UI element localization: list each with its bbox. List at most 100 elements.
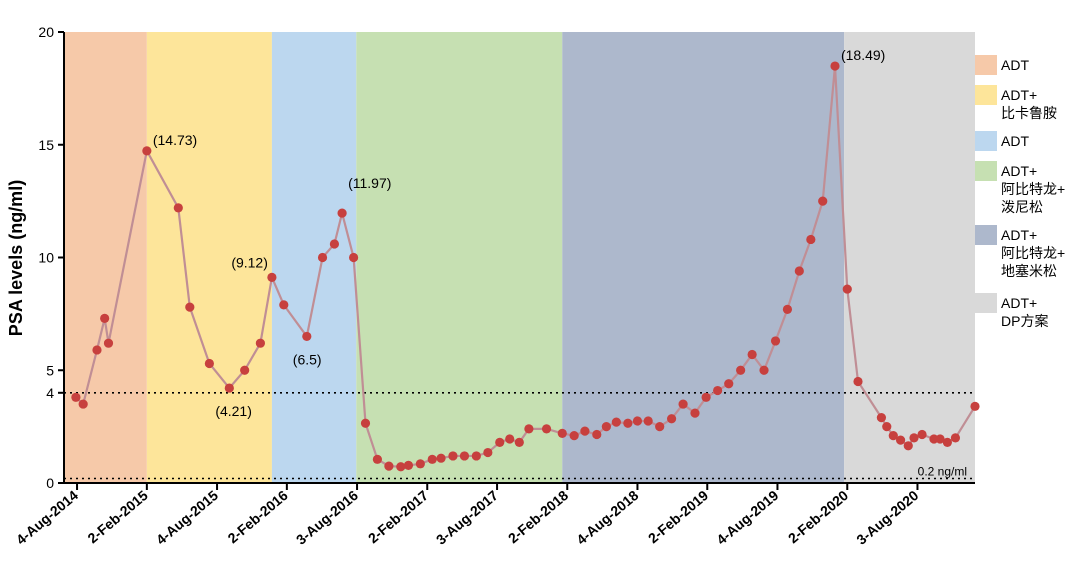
psa-point bbox=[909, 433, 919, 443]
psa-point bbox=[655, 422, 665, 432]
y-tick-label: 4 bbox=[46, 385, 54, 401]
value-annotation: (14.73) bbox=[153, 132, 197, 148]
psa-point bbox=[483, 447, 493, 458]
psa-point bbox=[818, 196, 828, 206]
psa-point bbox=[541, 424, 552, 434]
psa-point bbox=[415, 459, 425, 469]
psa-point bbox=[611, 417, 621, 427]
psa-point bbox=[448, 451, 458, 461]
y-axis-title: PSA levels (ng/ml) bbox=[6, 180, 26, 336]
psa-point bbox=[888, 431, 898, 441]
psa-point bbox=[580, 426, 590, 436]
legend-swatch-4 bbox=[975, 161, 997, 181]
value-annotation: (11.97) bbox=[348, 175, 391, 191]
x-tick-label: 2-Feb-2018 bbox=[505, 487, 571, 546]
legend-swatch-1 bbox=[975, 55, 997, 75]
psa-point bbox=[830, 61, 840, 71]
psa-point bbox=[396, 462, 406, 472]
psa-point bbox=[876, 413, 887, 423]
psa-point bbox=[384, 461, 394, 471]
psa-point bbox=[895, 435, 906, 445]
psa-point bbox=[747, 349, 757, 360]
phase-band-5 bbox=[562, 32, 845, 483]
psa-point bbox=[267, 272, 277, 282]
legend-label: ADT+ bbox=[1001, 295, 1037, 311]
psa-point bbox=[103, 338, 114, 348]
legend-swatch-2 bbox=[975, 85, 997, 105]
psa-point bbox=[882, 422, 892, 432]
phase-band-3 bbox=[271, 32, 357, 483]
psa-point bbox=[623, 418, 633, 428]
phase-band-2 bbox=[146, 32, 272, 483]
psa-point bbox=[701, 392, 711, 402]
psa-point bbox=[142, 146, 152, 156]
psa-point bbox=[505, 434, 515, 444]
psa-point bbox=[853, 376, 863, 387]
x-tick-label: 2-Feb-2017 bbox=[365, 487, 431, 546]
psa-point bbox=[317, 252, 328, 263]
psa-point bbox=[279, 300, 289, 310]
y-tick-label: 0 bbox=[46, 475, 54, 491]
x-tick-label: 2-Feb-2019 bbox=[645, 487, 711, 546]
legend: ADT ADT+ 比卡鲁胺 ADT ADT+ 阿比特龙+ 泼尼松 ADT+ 阿比特龙+ 地塞米松 A… bbox=[975, 55, 1065, 329]
value-annotation: (9.12) bbox=[231, 254, 268, 270]
x-tick-label: 3-Aug-2016 bbox=[293, 487, 361, 548]
x-tick-label: 2-Feb-2020 bbox=[785, 487, 851, 546]
psa-point bbox=[403, 460, 414, 471]
psa-point bbox=[601, 422, 611, 432]
x-tick-label: 4-Aug-2015 bbox=[153, 487, 221, 548]
psa-point bbox=[970, 401, 980, 411]
psa-point bbox=[427, 454, 437, 464]
psa-point bbox=[240, 365, 250, 375]
legend-label: 阿比特龙+ bbox=[1001, 181, 1065, 197]
psa-point bbox=[557, 428, 567, 438]
psa-point bbox=[842, 284, 852, 294]
psa-point bbox=[950, 433, 961, 443]
treatment-phase-bands bbox=[64, 32, 975, 483]
value-annotation: (18.49) bbox=[841, 47, 885, 63]
psa-point bbox=[360, 418, 371, 428]
legend-label: ADT+ bbox=[1001, 227, 1037, 243]
phase-band-1 bbox=[64, 32, 147, 483]
x-tick-label: 3-Aug-2017 bbox=[433, 487, 501, 548]
x-tick-label: 2-Feb-2016 bbox=[224, 487, 290, 546]
psa-point bbox=[942, 437, 952, 448]
y-tick-label: 20 bbox=[38, 24, 54, 40]
psa-point bbox=[302, 331, 312, 342]
psa-point bbox=[459, 451, 470, 461]
x-tick-label: 3-Aug-2020 bbox=[853, 487, 921, 548]
phase-band-6 bbox=[844, 32, 975, 483]
psa-point bbox=[78, 399, 88, 409]
psa-point bbox=[666, 414, 677, 424]
psa-point bbox=[794, 266, 804, 276]
reference-lines: 0.2 ng/ml bbox=[64, 391, 975, 480]
psa-point bbox=[713, 385, 723, 396]
psa-point bbox=[173, 203, 183, 213]
psa-point bbox=[917, 429, 927, 440]
psa-point bbox=[224, 383, 234, 393]
psa-point bbox=[71, 392, 81, 402]
psa-point bbox=[495, 437, 505, 448]
psa-point bbox=[592, 429, 602, 440]
psa-point bbox=[678, 399, 688, 409]
psa-point bbox=[724, 379, 734, 389]
reference-line-label: 0.2 ng/ml bbox=[918, 464, 967, 478]
psa-point bbox=[185, 302, 195, 312]
psa-point bbox=[524, 424, 534, 434]
legend-swatch-6 bbox=[975, 293, 997, 313]
x-tick-label: 4-Aug-2018 bbox=[573, 487, 641, 548]
legend-label: 比卡鲁胺 bbox=[1001, 105, 1057, 121]
legend-label: 阿比特龙+ bbox=[1001, 245, 1065, 261]
psa-point bbox=[471, 451, 481, 461]
psa-point bbox=[337, 208, 347, 218]
legend-label: ADT+ bbox=[1001, 163, 1037, 179]
psa-series bbox=[71, 61, 980, 472]
value-annotation: (4.21) bbox=[215, 403, 252, 419]
psa-point bbox=[935, 434, 945, 444]
legend-label: ADT bbox=[1001, 57, 1029, 73]
y-tick-label: 5 bbox=[46, 362, 54, 378]
legend-label: ADT bbox=[1001, 133, 1029, 149]
psa-point bbox=[372, 454, 382, 464]
y-tick-label: 10 bbox=[38, 250, 54, 266]
legend-label: 地塞米松 bbox=[1001, 263, 1057, 279]
